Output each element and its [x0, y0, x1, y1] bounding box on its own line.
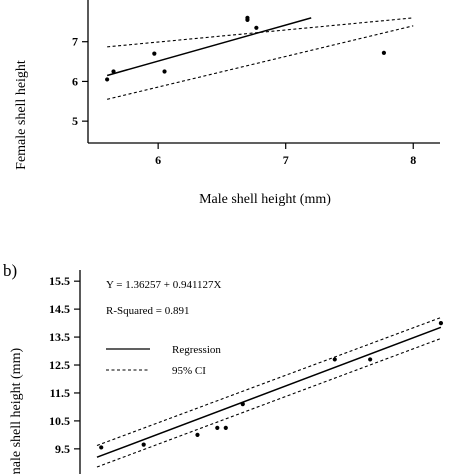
panel-b-data-point	[332, 357, 337, 362]
panel-a-y-tick-label: 6	[72, 74, 78, 88]
panel-b-data-point	[195, 432, 200, 437]
panel-b-data-point	[368, 357, 373, 362]
panel-a-y-tick-label: 5	[72, 114, 78, 128]
panel-a-data-point	[245, 15, 250, 20]
panel-b-label: b)	[3, 261, 17, 280]
panel-a-y-tick-label: 7	[72, 35, 78, 49]
panel-a-x-tick-label: 6	[155, 153, 161, 167]
panel-a-data-point	[381, 50, 387, 55]
panel-a-x-tick-label: 7	[283, 153, 289, 167]
legend: Regression 95% CI	[106, 344, 221, 377]
panel-b-data-point	[215, 425, 220, 430]
panel-a-data-point	[111, 69, 116, 74]
panel-b-data-point	[141, 442, 146, 447]
panel-a-x-tick-label: 8	[410, 153, 416, 167]
panel-b-data-point	[99, 445, 104, 450]
panel-b-ylabel: Female shell height (mm)	[9, 348, 24, 474]
r-squared-text: R-Squared = 0.891	[106, 305, 190, 317]
panel-b-data-point	[223, 425, 228, 430]
panel-b-y-tick-label: 13.5	[49, 330, 70, 344]
panel-b-y-tick-label: 15.5	[49, 274, 70, 288]
panel-a-xlabel: Male shell height (mm)	[199, 192, 331, 207]
panel-b: b) Female shell height (mm) Y = 1.36257 …	[3, 261, 444, 474]
panel-a: Female shell height Male shell height (m…	[14, 0, 440, 207]
panel-a-ci-lower-line	[107, 25, 414, 100]
panel-a-data-point	[254, 25, 259, 30]
panel-b-y-tick-label: 14.5	[49, 302, 70, 316]
panel-b-ci-lower-line	[96, 337, 442, 468]
panel-b-y-tick-label: 12.5	[49, 358, 70, 372]
legend-ci-label: 95% CI	[172, 365, 206, 377]
panel-b-ci-upper-line	[96, 316, 442, 447]
panel-b-y-tick-label: 10.5	[49, 414, 70, 428]
panel-b-regression-line	[96, 326, 442, 458]
panel-a-ylabel: Female shell height	[14, 60, 29, 170]
panel-b-y-tick-label: 9.5	[55, 442, 70, 456]
panel-a-data-point	[162, 69, 167, 74]
panel-a-regression-line	[106, 17, 312, 77]
panel-b-data-point	[438, 320, 444, 326]
regression-equation: Y = 1.36257 + 0.941127X	[106, 279, 222, 291]
panel-a-data-point	[105, 77, 110, 82]
legend-regression-label: Regression	[172, 344, 221, 356]
panel-a-data-point	[152, 51, 157, 56]
panel-b-y-tick-label: 11.5	[50, 386, 70, 400]
panel-a-ci-upper-line	[107, 17, 414, 48]
